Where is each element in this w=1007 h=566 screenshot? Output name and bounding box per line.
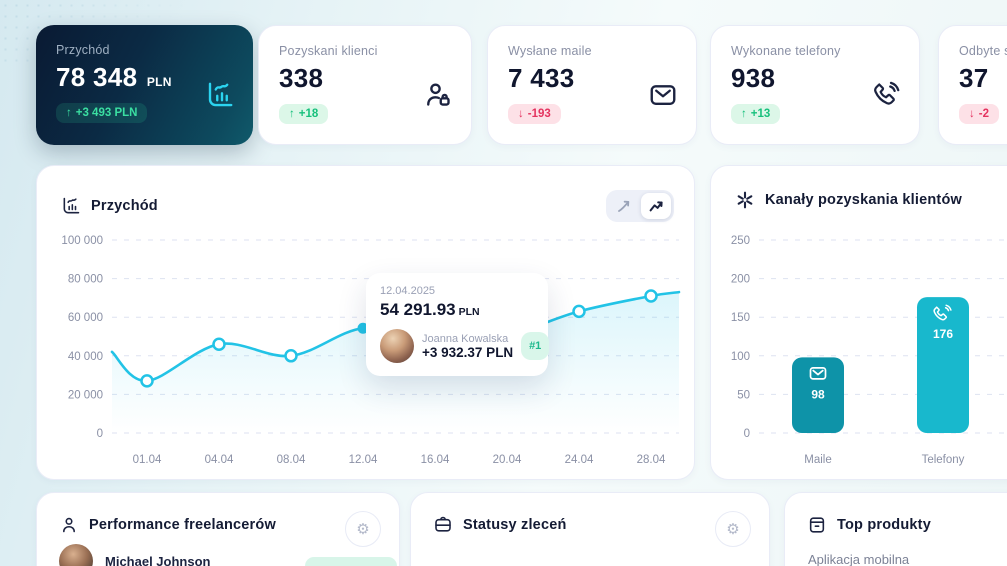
arrow-up-icon: ↑ bbox=[741, 108, 747, 120]
kpi-value: 7 433 bbox=[508, 63, 575, 93]
chart-style-toggle bbox=[606, 190, 674, 222]
revenue-chart-icon bbox=[208, 82, 233, 107]
product-item[interactable]: Aplikacja mobilna bbox=[808, 552, 910, 566]
kpi-card-clients[interactable]: Pozyskani klienci 338 ↑ +18 bbox=[258, 25, 472, 145]
smooth-line-toggle-button[interactable] bbox=[609, 193, 639, 219]
chart-tooltip: 12.04.2025 54 291.93 PLN Joanna Kowalska … bbox=[366, 273, 550, 376]
svg-text:50: 50 bbox=[737, 389, 750, 401]
svg-text:24.04: 24.04 bbox=[565, 454, 594, 466]
revenue-panel: 100 000 80 000 60 000 40 000 20 000 0 01.04 04.… bbox=[36, 165, 695, 480]
kpi-delta-badge: ↓ -2 bbox=[959, 104, 999, 124]
freelancer-name: Michael Johnson bbox=[105, 553, 211, 566]
gear-icon: ⚙ bbox=[726, 521, 740, 538]
channels-bar-chart[interactable]: 250 200 150 100 50 0 98 Maile 176 Telefony bbox=[711, 166, 1007, 481]
tooltip-value: 54 291.93 PLN bbox=[380, 300, 480, 319]
bag-icon bbox=[435, 516, 451, 532]
svg-text:100 000: 100 000 bbox=[61, 235, 103, 247]
channels-panel: 250 200 150 100 50 0 98 Maile 176 Telefony Kanały… bbox=[710, 165, 1007, 480]
panel-title: Top produkty bbox=[837, 517, 931, 533]
settings-button[interactable]: ⚙ bbox=[345, 511, 381, 547]
svg-text:Telefony: Telefony bbox=[922, 454, 965, 466]
svg-text:98: 98 bbox=[811, 387, 825, 401]
kpi-card-calls[interactable]: Wykonane telefony 938 ↑ +13 bbox=[710, 25, 920, 145]
mail-icon bbox=[650, 85, 676, 105]
kpi-label: Pozyskani klienci bbox=[279, 44, 378, 58]
kpi-label: Odbyte spotkania bbox=[959, 44, 1007, 58]
svg-text:28.04: 28.04 bbox=[637, 454, 666, 466]
trend-line-toggle-button[interactable] bbox=[641, 193, 671, 219]
asterisk-icon bbox=[737, 191, 753, 209]
svg-text:100: 100 bbox=[731, 351, 750, 363]
arrow-up-icon: ↑ bbox=[289, 108, 295, 120]
svg-text:176: 176 bbox=[933, 327, 953, 341]
rank-badge: #1 bbox=[521, 332, 550, 360]
status-badge bbox=[305, 557, 397, 566]
svg-text:0: 0 bbox=[744, 428, 750, 440]
arrow-up-icon: ↑ bbox=[66, 107, 72, 119]
panel-title: Kanały pozyskania klientów bbox=[765, 192, 962, 208]
svg-text:250: 250 bbox=[731, 235, 750, 247]
revenue-chart-icon bbox=[63, 197, 80, 214]
svg-text:20.04: 20.04 bbox=[493, 454, 522, 466]
kpi-delta-badge: ↑ +18 bbox=[279, 104, 329, 124]
statuses-panel: Statusy zleceń ⚙ bbox=[410, 492, 770, 566]
svg-text:0: 0 bbox=[97, 428, 103, 440]
kpi-label: Wykonane telefony bbox=[731, 44, 841, 58]
tooltip-date: 12.04.2025 bbox=[380, 285, 436, 297]
phone-icon bbox=[874, 81, 900, 105]
svg-text:40 000: 40 000 bbox=[68, 351, 103, 363]
svg-text:08.04: 08.04 bbox=[277, 454, 306, 466]
svg-text:04.04: 04.04 bbox=[205, 454, 234, 466]
panel-title: Statusy zleceń bbox=[463, 517, 567, 533]
svg-text:01.04: 01.04 bbox=[133, 454, 162, 466]
user-lock-icon bbox=[427, 83, 450, 106]
svg-text:60 000: 60 000 bbox=[68, 312, 103, 324]
panel-title: Performance freelancerów bbox=[89, 517, 276, 533]
svg-text:12.04: 12.04 bbox=[349, 454, 378, 466]
svg-text:80 000: 80 000 bbox=[68, 274, 103, 286]
person-icon bbox=[63, 517, 75, 533]
avatar bbox=[59, 544, 93, 566]
svg-text:200: 200 bbox=[731, 274, 750, 286]
performance-panel: Performance freelancerów ⚙ Michael Johns… bbox=[36, 492, 400, 566]
trending-up-icon bbox=[649, 201, 663, 212]
svg-text:Maile: Maile bbox=[804, 454, 831, 466]
tooltip-person-name: Joanna Kowalska bbox=[422, 332, 509, 345]
kpi-card-emails[interactable]: Wysłane maile 7 433 ↓ -193 bbox=[487, 25, 697, 145]
freelancer-row[interactable]: Michael Johnson bbox=[59, 544, 210, 566]
kpi-delta-badge: ↑ +13 bbox=[731, 104, 781, 124]
gear-icon: ⚙ bbox=[356, 521, 370, 538]
svg-text:16.04: 16.04 bbox=[421, 454, 450, 466]
kpi-value: 938 bbox=[731, 63, 776, 93]
arrow-down-icon: ↓ bbox=[969, 108, 975, 120]
box-icon bbox=[809, 517, 825, 533]
kpi-card-revenue[interactable]: Przychód 78 348 PLN ↑ +3 493 PLN bbox=[36, 25, 253, 145]
settings-button[interactable]: ⚙ bbox=[715, 511, 751, 547]
kpi-value: 37 bbox=[959, 63, 989, 93]
kpi-label: Przychód bbox=[56, 43, 110, 57]
kpi-delta-badge: ↓ -193 bbox=[508, 104, 561, 124]
svg-text:150: 150 bbox=[731, 312, 750, 324]
svg-text:20 000: 20 000 bbox=[68, 389, 103, 401]
kpi-delta-badge: ↑ +3 493 PLN bbox=[56, 103, 148, 123]
kpi-value: 78 348 PLN bbox=[56, 62, 172, 92]
kpi-value: 338 bbox=[279, 63, 324, 93]
products-panel: Top produkty Aplikacja mobilna bbox=[784, 492, 1007, 566]
tooltip-person-delta: +3 932.37 PLN bbox=[422, 344, 514, 360]
arrow-down-icon: ↓ bbox=[518, 108, 524, 120]
curved-arrow-icon bbox=[618, 200, 630, 212]
panel-title: Przychód bbox=[91, 198, 158, 214]
kpi-card-meetings[interactable]: Odbyte spotkania 37 ↓-2 bbox=[938, 25, 1007, 145]
kpi-label: Wysłane maile bbox=[508, 44, 592, 58]
avatar bbox=[380, 329, 414, 363]
